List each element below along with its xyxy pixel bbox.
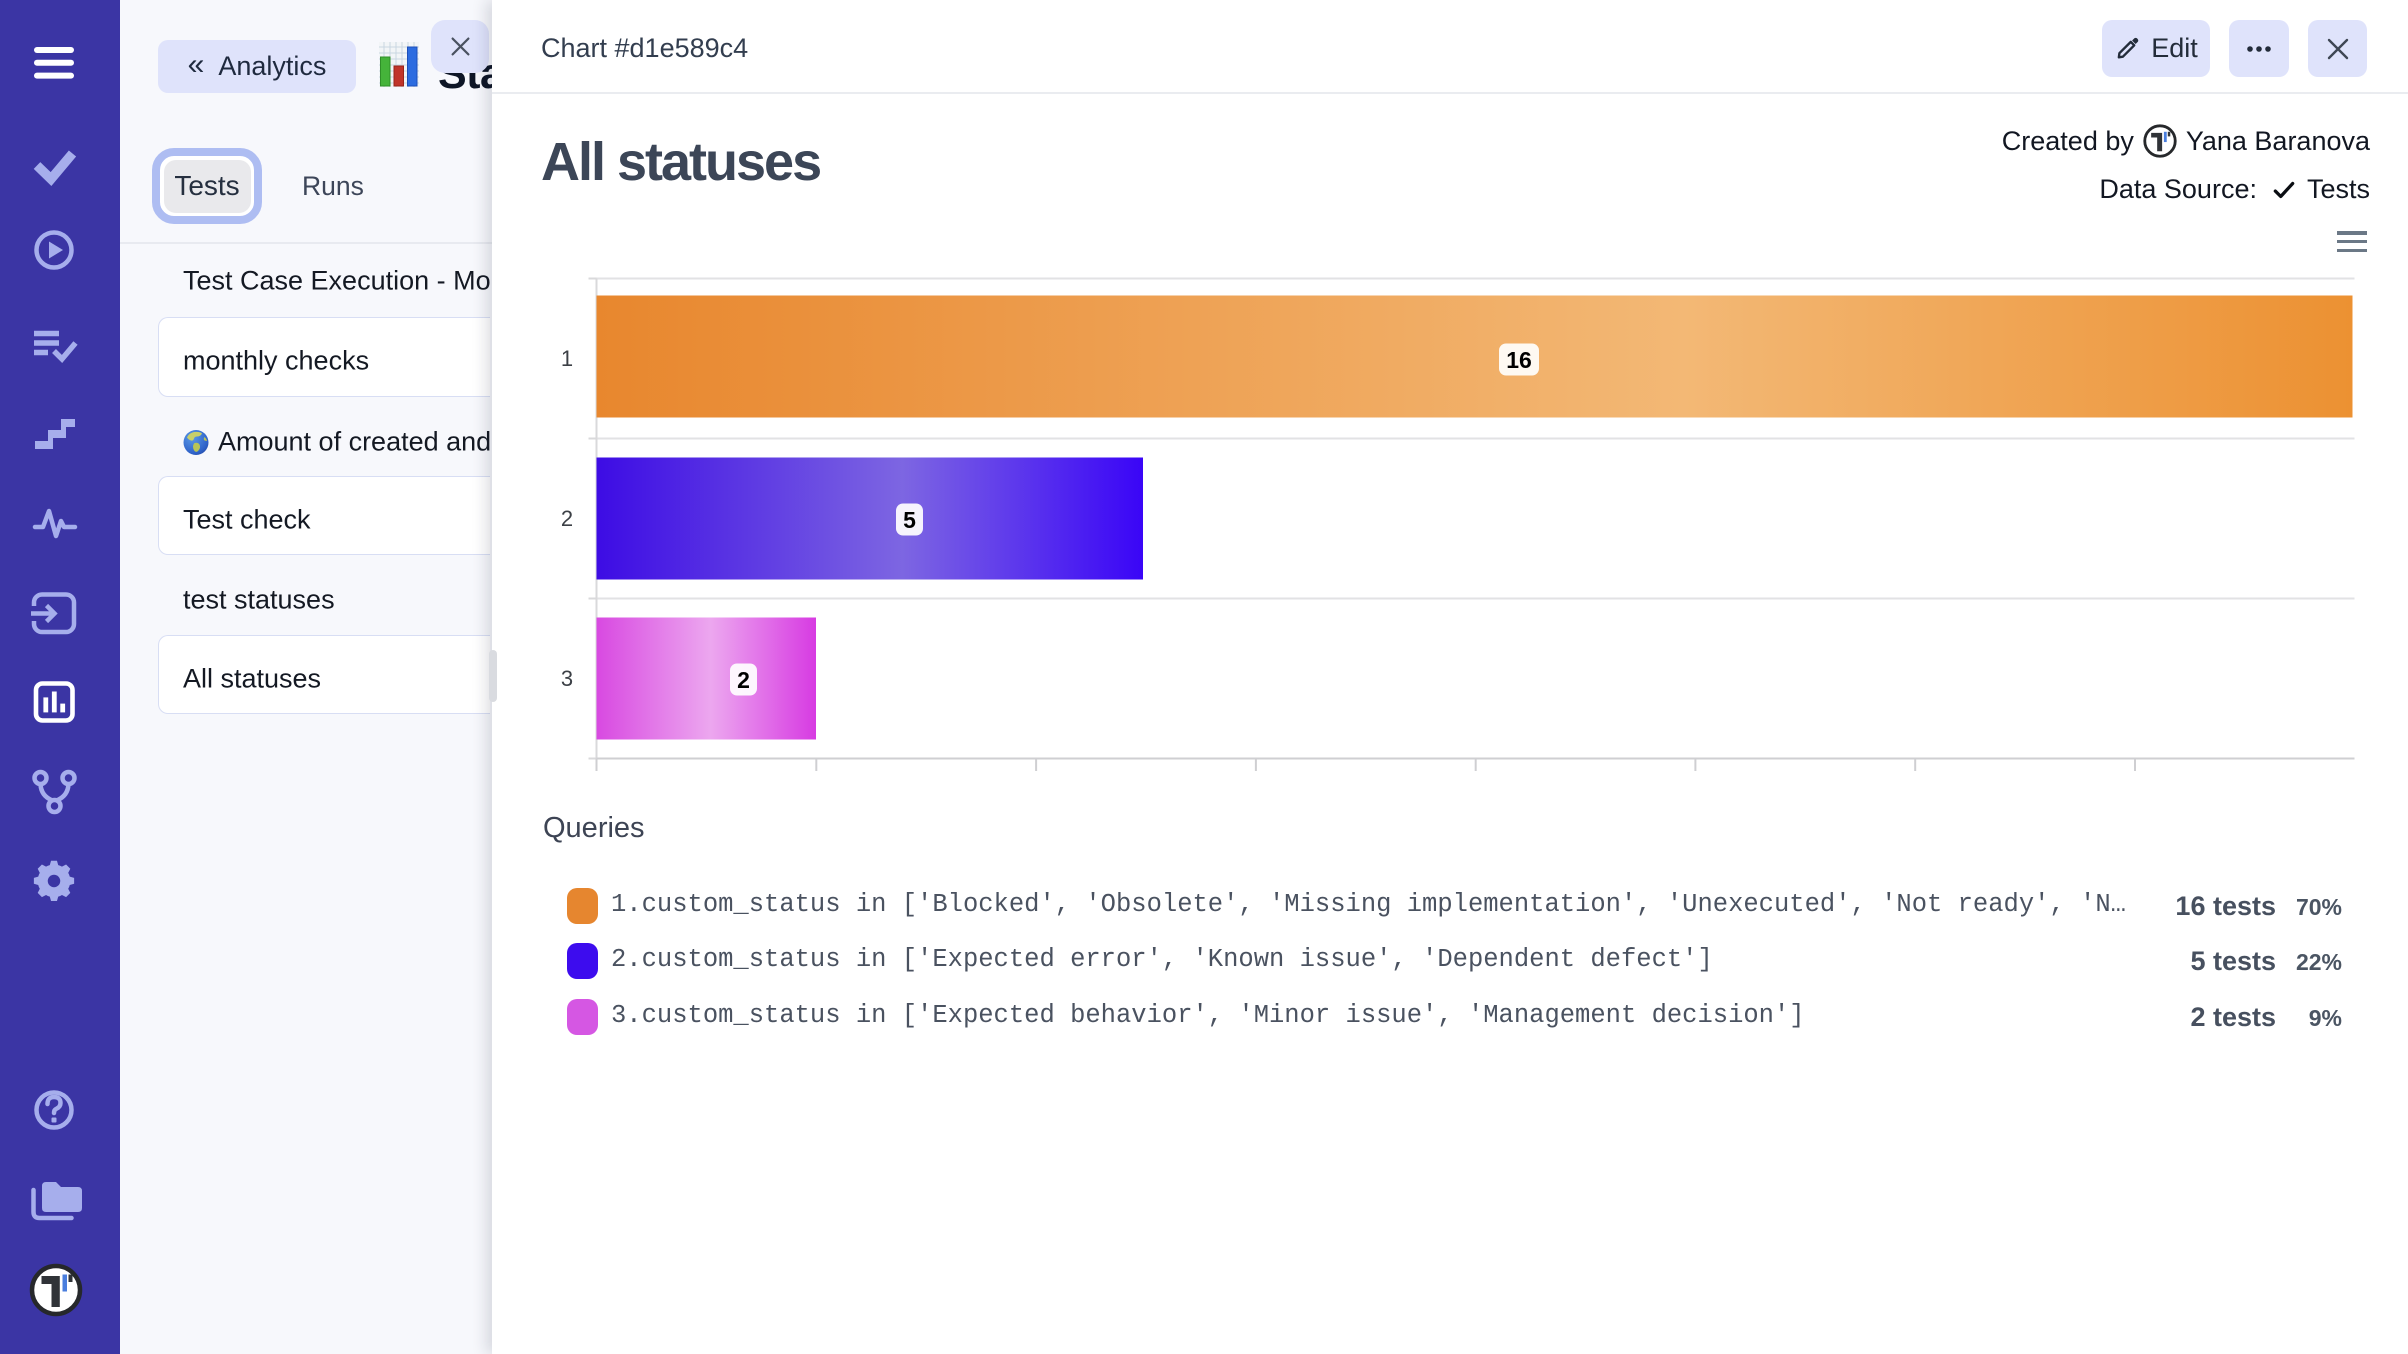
svg-text:5: 5	[903, 507, 916, 533]
svg-text:2: 2	[561, 506, 573, 531]
svg-text:2: 2	[737, 667, 750, 693]
svg-text:3: 3	[561, 666, 573, 691]
svg-text:16: 16	[1506, 347, 1532, 373]
svg-text:1: 1	[561, 346, 573, 371]
